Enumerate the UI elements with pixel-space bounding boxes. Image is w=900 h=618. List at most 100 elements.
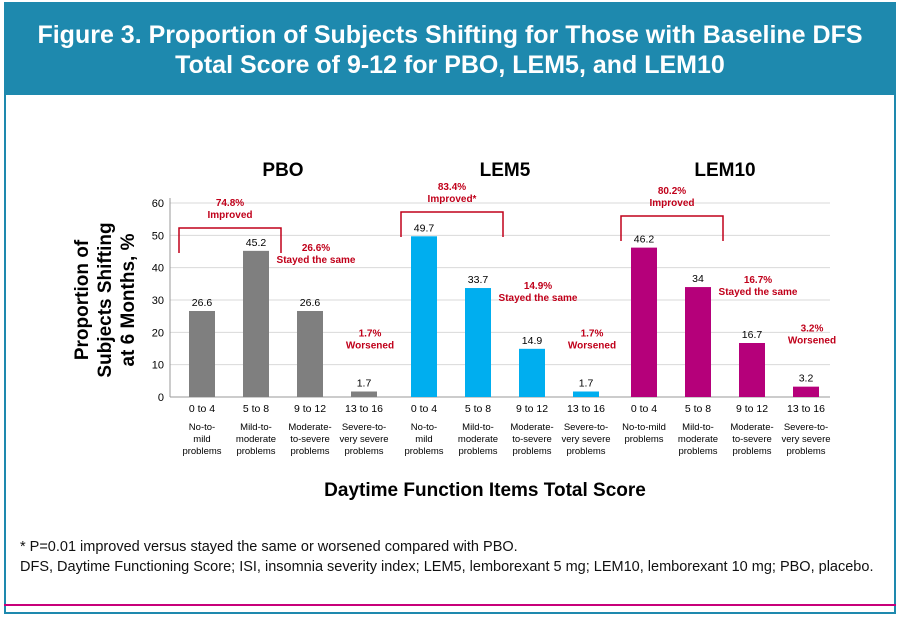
category-descriptor: problems: [566, 446, 605, 457]
bar: [685, 287, 711, 397]
annotation-text: 16.7%: [744, 275, 772, 286]
data-label: 26.6: [192, 297, 213, 309]
y-tick-label: 50: [152, 230, 164, 242]
category-descriptor: to-severe: [290, 434, 330, 445]
category-descriptor: problems: [404, 446, 443, 457]
category-descriptor: problems: [786, 446, 825, 457]
category-descriptor: mild: [193, 434, 210, 445]
data-label: 34: [692, 273, 704, 285]
category-descriptor: Severe-to-: [564, 422, 608, 433]
annotation-text: Stayed the same: [277, 255, 356, 266]
category-descriptor: No-to-mild: [622, 422, 666, 433]
improved-bracket: [400, 211, 504, 237]
annotation-text: 26.6%: [302, 243, 330, 254]
data-label: 1.7: [357, 378, 372, 390]
y-tick-label: 0: [158, 392, 164, 404]
y-tick-label: 10: [152, 360, 164, 372]
category-descriptor: Mild-to-: [240, 422, 272, 433]
annotation-text: Worsened: [568, 341, 616, 352]
bar: [519, 348, 545, 397]
improved-bracket: [620, 215, 724, 241]
bar: [739, 343, 765, 397]
annotation-text: 14.9%: [524, 281, 552, 292]
category-descriptor: problems: [732, 446, 771, 457]
x-axis-title: Daytime Function Items Total Score: [324, 480, 646, 501]
y-axis-title-line: Proportion of: [72, 239, 93, 360]
annotation-text: Improved*: [428, 194, 477, 205]
data-label: 33.7: [468, 274, 489, 286]
category-descriptor: problems: [512, 446, 551, 457]
annotation-text: 80.2%: [658, 186, 686, 197]
category-descriptor: problems: [182, 446, 221, 457]
x-tick-label: 13 to 16: [567, 403, 605, 415]
data-label: 49.7: [414, 222, 435, 234]
y-tick-label: 20: [152, 327, 164, 339]
annotation-text: Improved: [207, 210, 252, 221]
y-tick-label: 30: [152, 295, 164, 307]
bar: [573, 391, 599, 397]
annotation-text: Worsened: [788, 336, 836, 347]
x-tick-label: 9 to 12: [294, 403, 326, 415]
category-descriptor: mild: [415, 434, 432, 445]
x-tick-label: 0 to 4: [631, 403, 657, 415]
category-descriptor: Mild-to-: [682, 422, 714, 433]
category-descriptor: problems: [458, 446, 497, 457]
annotation-text: 1.7%: [359, 329, 382, 340]
data-label: 14.9: [522, 335, 543, 347]
x-tick-label: 13 to 16: [787, 403, 825, 415]
category-descriptor: Moderate-: [288, 422, 331, 433]
x-tick-label: 13 to 16: [345, 403, 383, 415]
data-label: 46.2: [634, 234, 655, 246]
data-label: 3.2: [799, 373, 814, 385]
data-label: 26.6: [300, 297, 321, 309]
category-descriptor: very severe: [561, 434, 610, 445]
x-tick-label: 5 to 8: [465, 403, 491, 415]
y-axis-title-line: at 6 Months, %: [118, 233, 139, 366]
data-label: 1.7: [579, 378, 594, 390]
bottom-accent-line: [4, 604, 896, 606]
footnote-significance: * P=0.01 improved versus stayed the same…: [20, 539, 518, 555]
category-descriptor: to-severe: [732, 434, 772, 445]
data-label: 45.2: [246, 237, 267, 249]
x-tick-label: 9 to 12: [736, 403, 768, 415]
footnote-abbreviations: DFS, Daytime Functioning Score; ISI, ins…: [20, 559, 874, 575]
annotation-text: 1.7%: [581, 329, 604, 340]
bar: [411, 236, 437, 397]
figure-title-line1: Figure 3. Proportion of Subjects Shiftin…: [37, 21, 863, 49]
annotation-text: 3.2%: [801, 324, 824, 335]
group-title: LEM10: [694, 160, 755, 181]
category-descriptor: Moderate-: [510, 422, 553, 433]
x-tick-label: 5 to 8: [243, 403, 269, 415]
category-descriptor: problems: [236, 446, 275, 457]
category-descriptor: very severe: [339, 434, 388, 445]
annotation-text: 83.4%: [438, 182, 466, 193]
category-descriptor: very severe: [781, 434, 830, 445]
data-label: 16.7: [742, 329, 763, 341]
category-descriptor: problems: [678, 446, 717, 457]
category-descriptor: No-to-: [189, 422, 215, 433]
bar: [465, 288, 491, 397]
category-descriptor: to-severe: [512, 434, 552, 445]
group-title: LEM5: [480, 160, 531, 181]
annotation-text: Worsened: [346, 341, 394, 352]
category-descriptor: Moderate-: [730, 422, 773, 433]
bar: [297, 310, 323, 397]
footnotes: * P=0.01 improved versus stayed the same…: [20, 538, 880, 578]
category-descriptor: moderate: [678, 434, 718, 445]
figure-title-line2: Total Score of 9-12 for PBO, LEM5, and L…: [175, 51, 725, 79]
category-descriptor: Mild-to-: [462, 422, 494, 433]
category-descriptor: Severe-to-: [784, 422, 828, 433]
figure-header: Figure 3. Proportion of Subjects Shiftin…: [4, 2, 896, 95]
grouped-bar-chart: 0 10 20 30 40 50 60 Proportion of Subjects Shift…: [72, 160, 836, 501]
category-descriptor: problems: [344, 446, 383, 457]
x-tick-label: 0 to 4: [189, 403, 215, 415]
y-tick-label: 40: [152, 263, 164, 275]
x-tick-label: 0 to 4: [411, 403, 437, 415]
annotation-text: Stayed the same: [499, 293, 578, 304]
bar: [189, 310, 215, 397]
group-title: PBO: [262, 160, 303, 181]
y-axis-title-line: Subjects Shifting: [95, 222, 116, 377]
bar: [351, 391, 377, 397]
category-descriptor: problems: [290, 446, 329, 457]
bar: [243, 250, 269, 397]
